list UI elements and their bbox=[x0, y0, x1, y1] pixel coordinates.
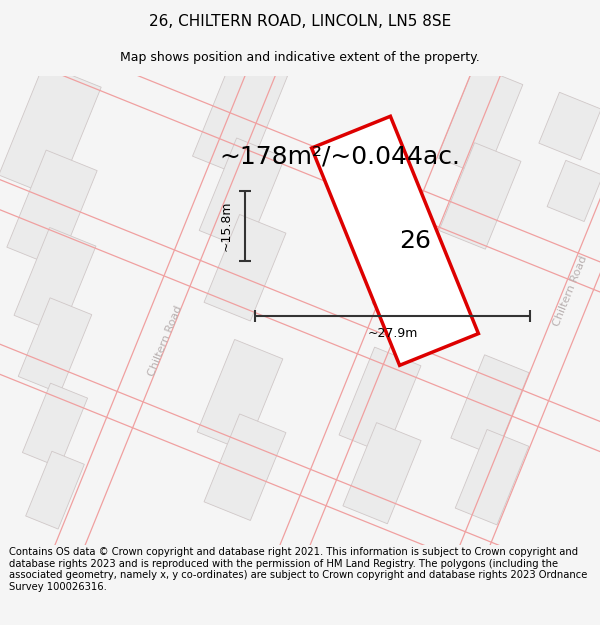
Text: Chiltern Road: Chiltern Road bbox=[371, 234, 409, 308]
Text: ~27.9m: ~27.9m bbox=[367, 327, 418, 340]
Polygon shape bbox=[7, 150, 97, 268]
Text: Chiltern Road: Chiltern Road bbox=[146, 304, 184, 378]
Polygon shape bbox=[455, 429, 529, 525]
Polygon shape bbox=[343, 422, 421, 524]
Polygon shape bbox=[539, 92, 600, 160]
Text: ~178m²/~0.044ac.: ~178m²/~0.044ac. bbox=[220, 144, 461, 168]
Polygon shape bbox=[14, 228, 96, 334]
Polygon shape bbox=[22, 383, 88, 468]
Polygon shape bbox=[0, 64, 101, 198]
Text: ~15.8m: ~15.8m bbox=[220, 201, 233, 251]
Polygon shape bbox=[311, 116, 478, 366]
Polygon shape bbox=[18, 298, 92, 393]
Polygon shape bbox=[339, 347, 421, 454]
Polygon shape bbox=[197, 339, 283, 451]
Polygon shape bbox=[204, 414, 286, 521]
Text: Contains OS data © Crown copyright and database right 2021. This information is : Contains OS data © Crown copyright and d… bbox=[9, 548, 587, 592]
Polygon shape bbox=[204, 214, 286, 321]
Text: 26, CHILTERN ROAD, LINCOLN, LN5 8SE: 26, CHILTERN ROAD, LINCOLN, LN5 8SE bbox=[149, 14, 451, 29]
Polygon shape bbox=[193, 54, 287, 178]
Polygon shape bbox=[199, 138, 285, 250]
Polygon shape bbox=[26, 451, 85, 529]
Polygon shape bbox=[437, 65, 523, 177]
Text: 26: 26 bbox=[399, 229, 431, 253]
Text: Map shows position and indicative extent of the property.: Map shows position and indicative extent… bbox=[120, 51, 480, 64]
Polygon shape bbox=[451, 355, 529, 456]
Text: Chiltern Road: Chiltern Road bbox=[551, 254, 589, 328]
Polygon shape bbox=[547, 161, 600, 221]
Polygon shape bbox=[439, 142, 521, 249]
